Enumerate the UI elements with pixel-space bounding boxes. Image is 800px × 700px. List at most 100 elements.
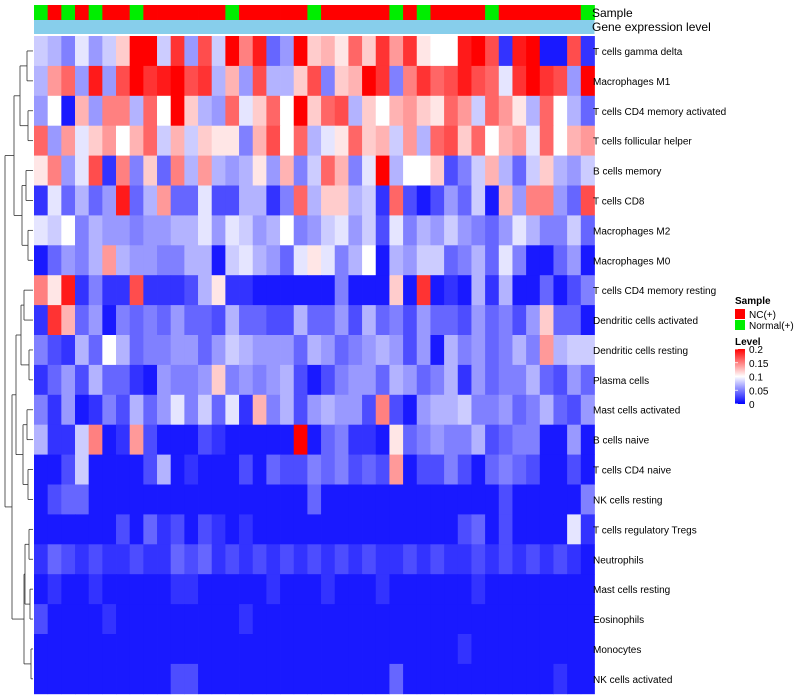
heatmap-cell — [116, 185, 131, 216]
heatmap-cell — [485, 364, 500, 396]
heatmap-cell — [375, 634, 390, 665]
sample-annotation-cell — [498, 5, 513, 20]
heatmap-cell — [184, 275, 199, 306]
heatmap-cell — [485, 215, 500, 246]
heatmap-cell — [375, 604, 390, 635]
heatmap-cell — [239, 574, 254, 605]
heatmap-cell — [61, 305, 76, 336]
heatmap-cell — [47, 185, 62, 216]
heatmap-cell — [485, 574, 500, 605]
heatmap-cells — [34, 36, 595, 695]
heatmap-cell — [88, 604, 103, 635]
heatmap-cell — [102, 424, 117, 455]
heatmap-cell — [362, 65, 377, 97]
heatmap-cell — [553, 95, 568, 127]
heatmap-cell — [252, 36, 267, 67]
heatmap-cell — [75, 36, 90, 67]
heatmap-cell — [198, 484, 213, 515]
sample-annotation-cell — [129, 5, 144, 20]
heatmap-cell — [252, 215, 267, 246]
heatmap-cell — [512, 634, 527, 665]
heatmap-cell — [266, 215, 281, 246]
heatmap-cell — [416, 364, 431, 396]
heatmap-cell — [389, 245, 404, 276]
heatmap-cell — [102, 634, 117, 665]
heatmap-cell — [307, 215, 322, 246]
heatmap-cell — [334, 604, 349, 635]
heatmap-cell — [198, 424, 213, 455]
heatmap-cell — [457, 574, 472, 605]
heatmap-cell — [34, 155, 49, 186]
heatmap-cell — [567, 394, 582, 426]
heatmap-cell — [334, 335, 349, 366]
heatmap-cell — [280, 125, 295, 156]
heatmap-cell — [293, 454, 308, 485]
heatmap-cell — [198, 95, 213, 127]
heatmap-cell — [88, 454, 103, 485]
sample-annotation-cell — [553, 5, 568, 20]
heatmap-cell — [471, 335, 486, 366]
heatmap-cell — [88, 245, 103, 276]
heatmap-cell — [512, 245, 527, 276]
heatmap-cell — [416, 424, 431, 455]
heatmap-cell — [416, 36, 431, 67]
heatmap-cell — [239, 484, 254, 515]
heatmap-cell — [389, 394, 404, 426]
heatmap-cell — [348, 634, 363, 665]
heatmap-cell — [239, 155, 254, 186]
heatmap-cell — [61, 574, 76, 605]
heatmap-cell — [225, 185, 240, 216]
heatmap-cell — [129, 305, 144, 336]
heatmap-cell — [75, 544, 90, 575]
heatmap-cell — [170, 634, 185, 665]
heatmap-cell — [471, 245, 486, 276]
heatmap-cell — [211, 574, 226, 605]
heatmap-cell — [403, 275, 418, 306]
heatmap-cell — [157, 155, 172, 186]
heatmap-cell — [485, 95, 500, 127]
heatmap-cell — [416, 275, 431, 306]
heatmap-cell — [526, 604, 541, 635]
row-label: B cells memory — [593, 167, 661, 178]
row-label: T cells gamma delta — [593, 47, 683, 58]
heatmap-cell — [75, 305, 90, 336]
heatmap-cell — [293, 65, 308, 97]
heatmap-cell — [375, 335, 390, 366]
heatmap-cell — [252, 604, 267, 635]
heatmap-cell — [362, 125, 377, 156]
heatmap-cell — [211, 245, 226, 276]
heatmap-cell — [293, 484, 308, 515]
heatmap-cell — [102, 364, 117, 396]
heatmap-cell — [129, 335, 144, 366]
sample-annotation-cell — [485, 5, 500, 20]
heatmap-cell — [252, 245, 267, 276]
heatmap-cell — [293, 424, 308, 455]
heatmap-cell — [375, 305, 390, 336]
heatmap-cell — [321, 634, 336, 665]
heatmap-cell — [293, 514, 308, 545]
heatmap-cell — [239, 544, 254, 575]
heatmap-cell — [75, 65, 90, 97]
heatmap-cell — [321, 65, 336, 97]
heatmap-cell — [362, 364, 377, 396]
heatmap-cell — [252, 634, 267, 665]
heatmap-cell — [143, 245, 158, 276]
heatmap-cell — [539, 155, 554, 186]
heatmap-cell — [129, 634, 144, 665]
heatmap-cell — [375, 364, 390, 396]
heatmap-cell — [102, 36, 117, 67]
heatmap-cell — [280, 275, 295, 306]
heatmap-cell — [444, 215, 459, 246]
heatmap-cell — [389, 634, 404, 665]
heatmap-cell — [498, 125, 513, 156]
heatmap-cell — [225, 424, 240, 455]
heatmap-cell — [252, 514, 267, 545]
heatmap-cell — [444, 663, 459, 695]
heatmap-cell — [61, 185, 76, 216]
heatmap-cell — [116, 424, 131, 455]
heatmap-cell — [116, 95, 131, 127]
heatmap-cell — [116, 484, 131, 515]
heatmap-cell — [34, 484, 49, 515]
heatmap-cell — [280, 155, 295, 186]
heatmap-cell — [553, 454, 568, 485]
